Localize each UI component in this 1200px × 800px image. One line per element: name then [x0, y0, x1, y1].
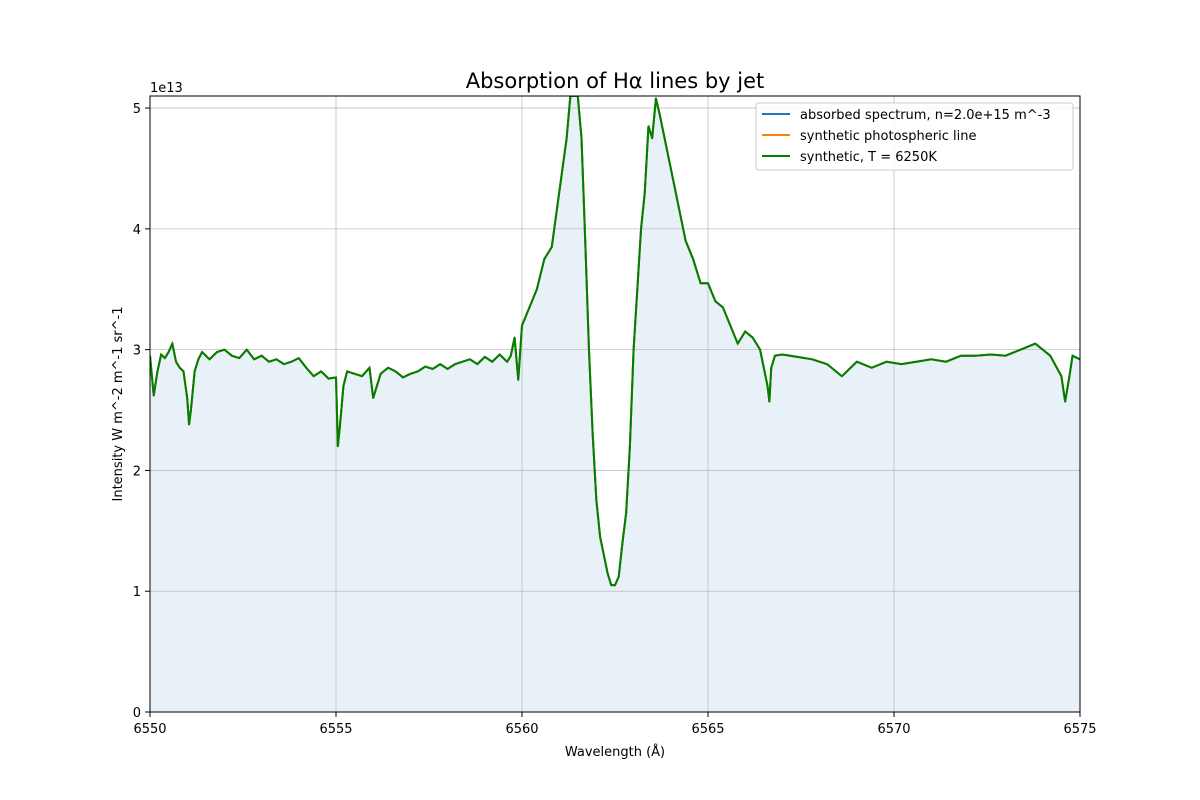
y-tick-label: 4 [133, 223, 141, 238]
x-tick-label: 6555 [319, 722, 352, 737]
area-fill-layer [150, 96, 1080, 712]
y-offset-label: 1e13 [150, 81, 183, 96]
y-axis-label: Intensity W m^-2 m^-1 sr^-1 [111, 307, 126, 502]
x-tick-label: 6550 [133, 722, 166, 737]
series-line-synthetic [150, 96, 1080, 587]
legend: absorbed spectrum, n=2.0e+15 m^-3 synthe… [755, 102, 1074, 171]
x-tick-label: 6575 [1063, 722, 1096, 737]
legend-box [755, 102, 1074, 171]
x-axis-label: Wavelength (Å) [565, 744, 665, 760]
y-tick-label: 0 [133, 706, 141, 721]
y-tick-label: 1 [133, 585, 141, 600]
x-ticks: 6550 6555 6560 6565 6570 6575 [133, 712, 1097, 737]
legend-entry-synthetic: synthetic, T = 6250K [800, 150, 937, 165]
chart-title: Absorption of Hα lines by jet [466, 69, 765, 93]
series-layer [150, 96, 1080, 587]
x-tick-label: 6560 [505, 722, 538, 737]
spectrum-area-fill [150, 96, 1080, 712]
x-tick-label: 6565 [691, 722, 724, 737]
y-tick-label: 3 [133, 344, 141, 359]
y-tick-label: 2 [133, 464, 141, 479]
legend-entry-absorbed: absorbed spectrum, n=2.0e+15 m^-3 [800, 108, 1051, 123]
y-tick-label: 5 [133, 102, 141, 117]
legend-entry-photospheric: synthetic photospheric line [800, 129, 976, 144]
y-ticks: 0 1 2 3 4 5 [133, 102, 150, 721]
x-tick-label: 6570 [877, 722, 910, 737]
plot-frame [149, 95, 1081, 713]
